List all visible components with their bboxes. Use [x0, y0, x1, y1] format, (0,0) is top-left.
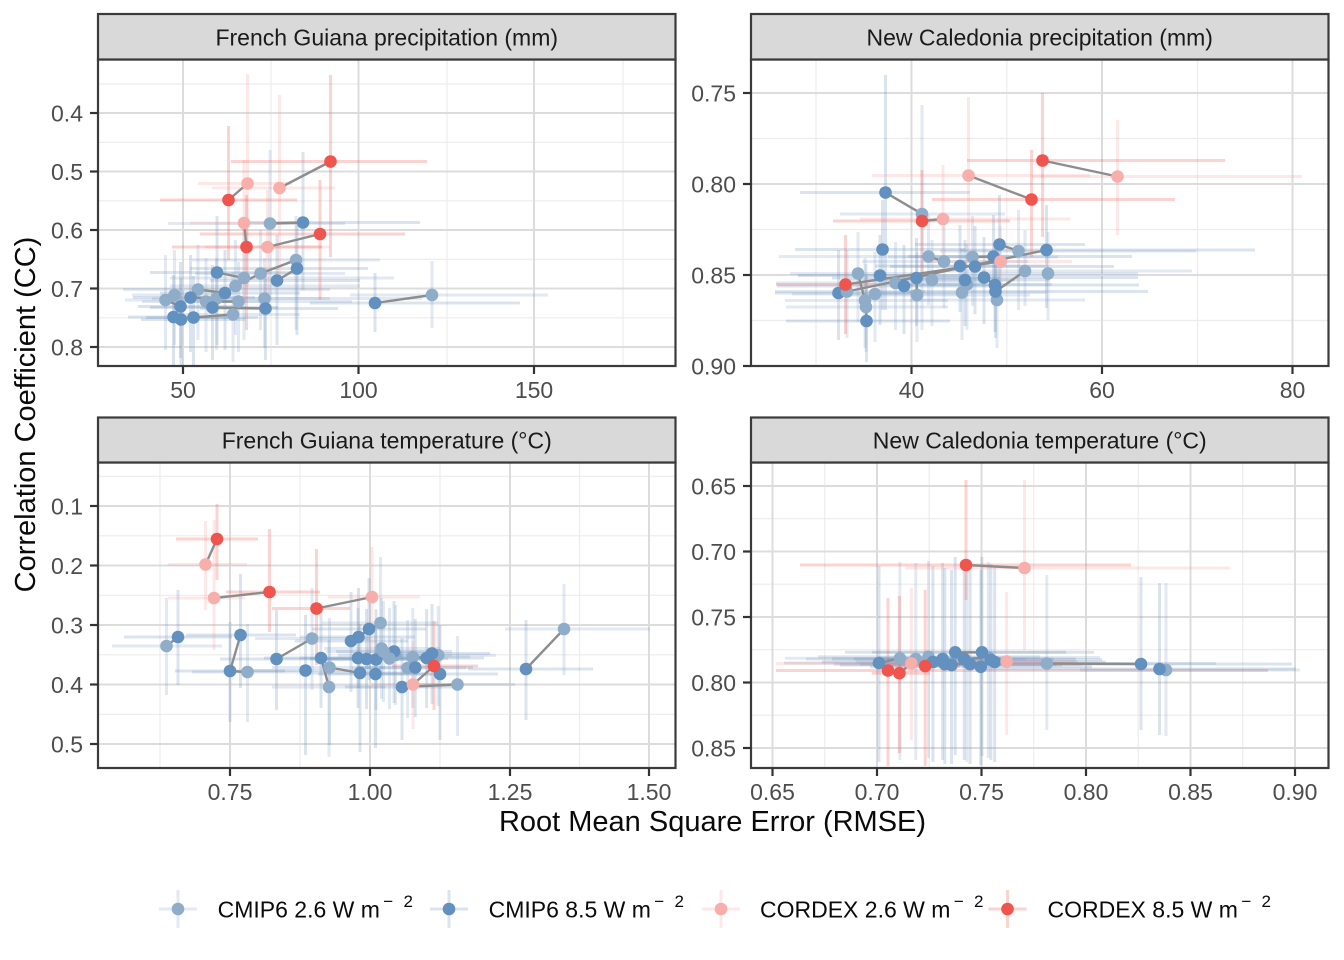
svg-text:0.75: 0.75 [959, 779, 1004, 805]
svg-text:0.5: 0.5 [51, 731, 83, 757]
svg-text:0.85: 0.85 [691, 735, 736, 761]
svg-text:0.80: 0.80 [691, 670, 736, 696]
svg-text:CORDEX 2.6 W m − 2: CORDEX 2.6 W m − 2 [760, 892, 983, 923]
svg-text:80: 80 [1280, 377, 1306, 403]
svg-text:50: 50 [170, 377, 196, 403]
svg-text:New Caledonia temperature (°C): New Caledonia temperature (°C) [873, 428, 1207, 454]
svg-text:Root Mean Square Error (RMSE): Root Mean Square Error (RMSE) [499, 806, 926, 838]
svg-text:0.75: 0.75 [208, 779, 253, 805]
svg-text:0.1: 0.1 [51, 493, 83, 519]
svg-text:1.00: 1.00 [348, 779, 393, 805]
svg-text:French Guiana precipitation (m: French Guiana precipitation (mm) [215, 24, 558, 50]
svg-text:French Guiana temperature (°C): French Guiana temperature (°C) [222, 428, 552, 454]
svg-text:0.8: 0.8 [51, 334, 83, 360]
svg-text:0.7: 0.7 [51, 276, 83, 302]
svg-text:0.85: 0.85 [691, 262, 736, 288]
svg-text:0.75: 0.75 [691, 604, 736, 630]
svg-text:0.65: 0.65 [750, 779, 795, 805]
svg-text:40: 40 [899, 377, 925, 403]
svg-text:0.75: 0.75 [691, 80, 736, 106]
svg-text:New Caledonia precipitation (m: New Caledonia precipitation (mm) [867, 24, 1213, 50]
svg-text:CORDEX 8.5 W m − 2: CORDEX 8.5 W m − 2 [1048, 892, 1271, 923]
svg-text:0.90: 0.90 [691, 353, 736, 379]
svg-text:0.80: 0.80 [691, 171, 736, 197]
svg-text:0.4: 0.4 [51, 672, 83, 698]
svg-text:0.3: 0.3 [51, 612, 83, 638]
svg-text:0.65: 0.65 [691, 473, 736, 499]
svg-text:0.80: 0.80 [1064, 779, 1109, 805]
svg-text:0.85: 0.85 [1168, 779, 1213, 805]
svg-text:0.6: 0.6 [51, 217, 83, 243]
svg-text:1.50: 1.50 [627, 779, 672, 805]
svg-text:0.90: 0.90 [1273, 779, 1318, 805]
svg-text:100: 100 [339, 377, 377, 403]
svg-text:0.4: 0.4 [51, 100, 83, 126]
svg-text:60: 60 [1089, 377, 1115, 403]
svg-text:150: 150 [515, 377, 553, 403]
svg-text:0.5: 0.5 [51, 159, 83, 185]
svg-text:0.70: 0.70 [855, 779, 900, 805]
svg-text:0.2: 0.2 [51, 553, 83, 579]
svg-text:1.25: 1.25 [488, 779, 533, 805]
svg-text:Correlation Coefficient (CC): Correlation Coefficient (CC) [10, 237, 42, 593]
svg-text:0.70: 0.70 [691, 539, 736, 565]
